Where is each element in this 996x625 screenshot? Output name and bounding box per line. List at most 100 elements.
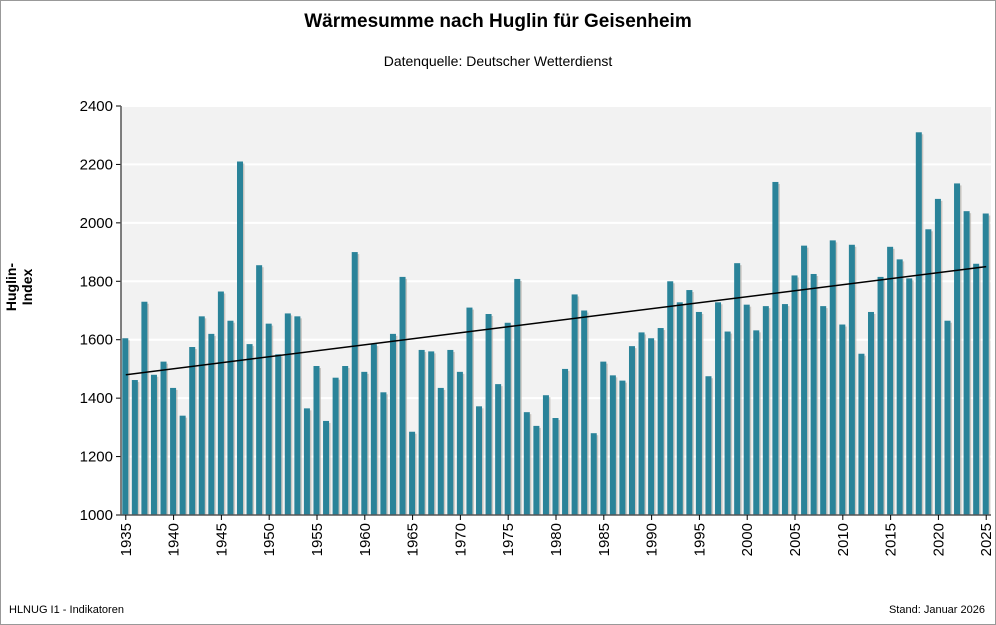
y-tick-label: 1000 bbox=[80, 507, 113, 524]
bar bbox=[762, 306, 769, 515]
x-tick-label: 1950 bbox=[261, 523, 278, 556]
x-tick-label: 2020 bbox=[930, 523, 947, 556]
x-tick-label: 1940 bbox=[166, 523, 183, 556]
bar bbox=[867, 311, 874, 515]
x-tick-label: 1955 bbox=[309, 523, 326, 556]
bar bbox=[724, 331, 731, 515]
bar bbox=[208, 333, 215, 515]
bar bbox=[141, 301, 148, 515]
bar bbox=[170, 387, 177, 515]
bar bbox=[323, 420, 330, 515]
bar bbox=[514, 278, 521, 515]
x-tick-label: 2005 bbox=[787, 523, 804, 556]
y-tick-label: 1400 bbox=[80, 390, 113, 407]
bar bbox=[982, 213, 989, 515]
bar bbox=[342, 366, 349, 515]
bar bbox=[839, 324, 846, 515]
chart-title: Wärmesumme nach Huglin für Geisenheim bbox=[304, 11, 692, 32]
bar bbox=[361, 371, 368, 515]
footer-date: Stand: Januar 2026 bbox=[888, 604, 985, 616]
chart-subtitle: Datenquelle: Deutscher Wetterdienst bbox=[383, 53, 613, 69]
bar bbox=[370, 344, 377, 515]
bar bbox=[189, 347, 196, 515]
bar bbox=[934, 198, 941, 515]
bar bbox=[954, 183, 961, 516]
bar bbox=[801, 245, 808, 515]
bar bbox=[848, 244, 855, 515]
bar bbox=[284, 313, 291, 515]
bar bbox=[820, 306, 827, 515]
bar bbox=[906, 278, 913, 515]
bar bbox=[896, 259, 903, 515]
bar bbox=[753, 330, 760, 515]
x-tick-label: 1995 bbox=[691, 523, 708, 556]
bar bbox=[227, 320, 234, 515]
bar bbox=[476, 406, 483, 515]
bar bbox=[428, 351, 435, 515]
bar bbox=[915, 132, 922, 516]
bar bbox=[562, 368, 569, 515]
trend-line bbox=[125, 265, 987, 376]
bar bbox=[131, 380, 138, 515]
bar bbox=[409, 431, 416, 515]
x-tick-label: 2015 bbox=[883, 523, 900, 556]
bar bbox=[495, 384, 502, 515]
bar bbox=[600, 361, 607, 515]
bar bbox=[418, 349, 425, 515]
bar bbox=[389, 333, 396, 515]
bar bbox=[351, 252, 358, 516]
bar bbox=[303, 408, 310, 515]
bar bbox=[877, 276, 884, 515]
y-tick-label: 1600 bbox=[80, 332, 113, 349]
bar bbox=[504, 322, 511, 515]
x-tick-label: 1985 bbox=[596, 523, 613, 556]
bar bbox=[523, 412, 530, 515]
x-tick-label: 1975 bbox=[500, 523, 517, 556]
x-tick-label: 2025 bbox=[978, 523, 995, 556]
bar bbox=[256, 265, 263, 515]
bar bbox=[715, 302, 722, 515]
x-tick-label: 1990 bbox=[644, 523, 661, 556]
bar bbox=[313, 366, 320, 515]
x-tick-label: 2010 bbox=[835, 523, 852, 556]
bar bbox=[925, 229, 932, 515]
bar bbox=[734, 263, 741, 515]
y-tick-label: 1800 bbox=[80, 273, 113, 290]
bar bbox=[810, 273, 817, 515]
bar bbox=[437, 387, 444, 515]
x-tick-label: 1960 bbox=[357, 523, 374, 556]
bar bbox=[781, 304, 788, 515]
y-tick-label: 2200 bbox=[80, 156, 113, 173]
bar bbox=[619, 380, 626, 515]
bar bbox=[456, 371, 463, 515]
bar bbox=[638, 332, 645, 515]
bar bbox=[447, 349, 454, 515]
bar bbox=[332, 377, 339, 515]
bar bbox=[380, 392, 387, 515]
bar bbox=[399, 276, 406, 515]
bar bbox=[571, 294, 578, 515]
bar bbox=[122, 338, 129, 515]
bar bbox=[628, 346, 635, 515]
bar bbox=[581, 310, 588, 515]
bar bbox=[743, 304, 750, 515]
bar bbox=[609, 375, 616, 515]
x-tick-label: 1970 bbox=[452, 523, 469, 556]
bar bbox=[657, 328, 664, 515]
bar bbox=[179, 415, 186, 515]
bar bbox=[695, 311, 702, 515]
y-tick-label: 1200 bbox=[80, 449, 113, 466]
x-tick-label: 1945 bbox=[213, 523, 230, 556]
bar bbox=[275, 354, 282, 515]
y-tick-label: 2400 bbox=[80, 98, 113, 115]
bar bbox=[466, 307, 473, 515]
x-tick-label: 1965 bbox=[405, 523, 422, 556]
bar bbox=[294, 316, 301, 515]
x-tick-label: 1935 bbox=[118, 523, 135, 556]
footer-source: HLNUG I1 - Indikatoren bbox=[9, 604, 124, 616]
bar bbox=[160, 361, 167, 515]
bar bbox=[705, 376, 712, 515]
bar bbox=[963, 211, 970, 515]
bar bbox=[590, 433, 597, 515]
